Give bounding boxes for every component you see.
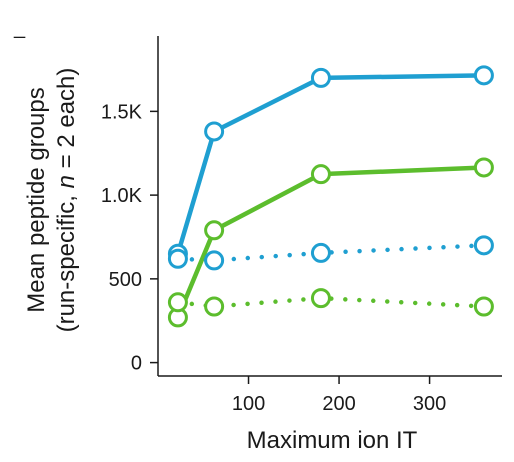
data-point: [310, 288, 331, 309]
series-layer: [167, 65, 494, 328]
data-point: [473, 296, 494, 317]
series-line-4: [175, 295, 487, 309]
data-point: [167, 248, 188, 269]
data-point: [204, 220, 225, 241]
y-axis-title-line2-italic: n: [53, 175, 80, 188]
data-point: [310, 164, 331, 185]
x-ticks: 100 200 300: [232, 376, 446, 415]
y-tick-label: 500: [109, 269, 142, 291]
data-point: [473, 65, 494, 86]
x-axis-title: Maximum ion IT: [247, 427, 418, 454]
x-tick-label: 200: [322, 393, 355, 415]
data-point: [473, 157, 494, 178]
series-line-2: [175, 165, 487, 320]
data-point: [167, 292, 188, 313]
data-point: [310, 242, 331, 263]
series-line-3: [175, 243, 487, 263]
y-axis-title-line2: (run-specific, n = 2 each): [53, 68, 80, 333]
series-line-1: [175, 73, 487, 256]
y-tick-label: 0: [131, 353, 142, 375]
y-axis-title-line2-prefix: (run-specific,: [53, 188, 80, 332]
y-ticks: 0 500 1.0K 1.5K: [101, 101, 158, 375]
x-tick-label: 100: [232, 393, 265, 415]
data-point: [204, 250, 225, 271]
data-point: [204, 121, 225, 142]
x-tick-label: 300: [413, 393, 446, 415]
data-point: [473, 235, 494, 256]
y-tick-label: 1.5K: [101, 101, 143, 123]
y-tick-label: 1.0K: [101, 185, 143, 207]
data-point: [204, 296, 225, 317]
y-axis-title-line2-suffix: = 2 each): [53, 68, 80, 175]
data-point: [310, 67, 331, 88]
corner-mark: _: [13, 17, 26, 39]
y-axis-title-line1: Mean peptide groups: [23, 87, 50, 313]
